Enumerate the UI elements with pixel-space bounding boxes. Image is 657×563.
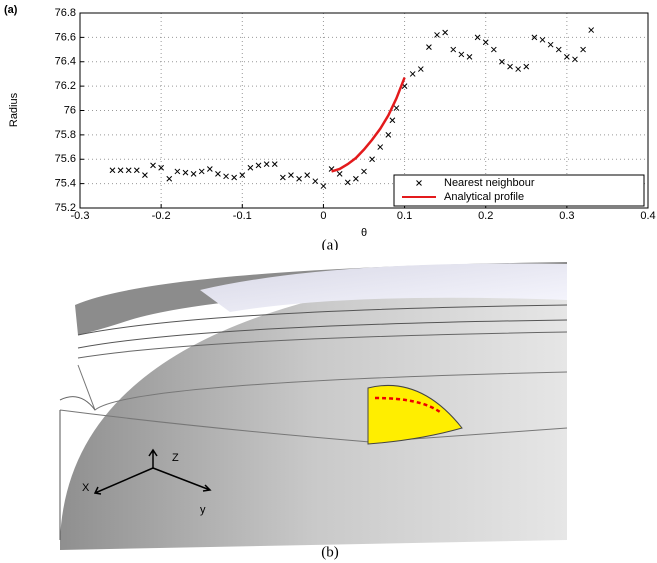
- scatter-point: [110, 168, 115, 173]
- axis-label: X: [82, 482, 90, 494]
- scatter-point: [353, 176, 358, 181]
- scatter-point: [151, 163, 156, 168]
- scatter-point: [467, 54, 472, 59]
- scatter-point: [540, 37, 545, 42]
- y-tick-label: 76: [64, 104, 76, 116]
- legend-label: Analytical profile: [444, 191, 524, 203]
- scatter-point: [297, 176, 302, 181]
- scatter-point: [516, 67, 521, 72]
- scatter-point: [167, 176, 172, 181]
- scatter-point: [426, 45, 431, 50]
- figure: (a) Radius θ (a) -0.3-0.2-0.100.10.20.30…: [0, 0, 657, 563]
- caption: (a): [322, 237, 339, 250]
- scatter-point: [451, 47, 456, 52]
- y-tick-label: 76.6: [55, 31, 76, 43]
- scatter-point: [207, 167, 212, 172]
- scatter-point: [264, 162, 269, 167]
- scatter-point: [524, 64, 529, 69]
- scatter-point: [256, 163, 261, 168]
- x-tick-label: -0.2: [152, 210, 171, 222]
- scatter-point: [280, 175, 285, 180]
- scatter-point: [443, 30, 448, 35]
- scatter-point: [313, 179, 318, 184]
- scatter-point: [345, 180, 350, 185]
- scatter-point: [491, 47, 496, 52]
- render-3d: Z X y (b): [0, 250, 657, 563]
- scatter-point: [191, 171, 196, 176]
- scatter-point: [272, 162, 277, 167]
- scatter-point: [483, 40, 488, 45]
- caption: (b): [321, 544, 339, 560]
- x-tick-label: 0.3: [559, 210, 574, 222]
- scatter-point: [224, 174, 229, 179]
- scatter-point: [370, 157, 375, 162]
- y-tick-label: 76.8: [55, 7, 76, 19]
- scatter-point: [390, 118, 395, 123]
- scatter-point: [410, 71, 415, 76]
- scatter-point: [183, 170, 188, 175]
- x-axis-label: θ: [361, 227, 367, 239]
- scatter-point: [232, 175, 237, 180]
- scatter-point: [589, 28, 594, 33]
- object-shape: [60, 262, 567, 550]
- scatter-point: [459, 52, 464, 57]
- scatter-point: [475, 35, 480, 40]
- x-tick-label: 0.4: [640, 210, 655, 222]
- x-tick-label: 0: [320, 210, 326, 222]
- axis-label: y: [200, 504, 206, 516]
- scatter-point: [142, 173, 147, 178]
- scatter-point: [305, 173, 310, 178]
- scatter-point: [548, 42, 553, 47]
- y-tick-label: 75.8: [55, 129, 76, 141]
- scatter-point: [118, 168, 123, 173]
- y-tick-label: 76.2: [55, 80, 76, 92]
- y-tick-label: 75.4: [55, 178, 76, 190]
- scatter-point: [435, 32, 440, 37]
- scatter-point: [394, 106, 399, 111]
- y-tick-label: 76.4: [55, 56, 76, 68]
- scatter-point: [508, 64, 513, 69]
- scatter-point: [418, 67, 423, 72]
- scatter-point: [556, 47, 561, 52]
- x-tick-label: -0.1: [233, 210, 252, 222]
- line-series: [332, 78, 405, 172]
- x-tick-label: 0.1: [397, 210, 412, 222]
- scatter-point: [581, 47, 586, 52]
- scatter-point: [248, 165, 253, 170]
- legend-label: Nearest neighbour: [444, 177, 535, 189]
- scatter-point: [215, 171, 220, 176]
- panel-label: (a): [4, 4, 18, 16]
- y-tick-label: 75.6: [55, 153, 76, 165]
- scatter-point: [288, 173, 293, 178]
- y-axis-label: Radius: [8, 92, 20, 127]
- scatter-point: [175, 169, 180, 174]
- scatter-point: [321, 184, 326, 189]
- scatter-point: [134, 168, 139, 173]
- scatter-point: [572, 57, 577, 62]
- x-tick-label: 0.2: [478, 210, 493, 222]
- scatter-point: [386, 132, 391, 137]
- y-tick-label: 75.2: [55, 202, 76, 214]
- scatter-point: [199, 169, 204, 174]
- scatter-point: [378, 145, 383, 150]
- axis-label: Z: [172, 452, 179, 464]
- scatter-point: [362, 169, 367, 174]
- scatter-point: [337, 171, 342, 176]
- scatter-point: [126, 168, 131, 173]
- scatter-point: [564, 54, 569, 59]
